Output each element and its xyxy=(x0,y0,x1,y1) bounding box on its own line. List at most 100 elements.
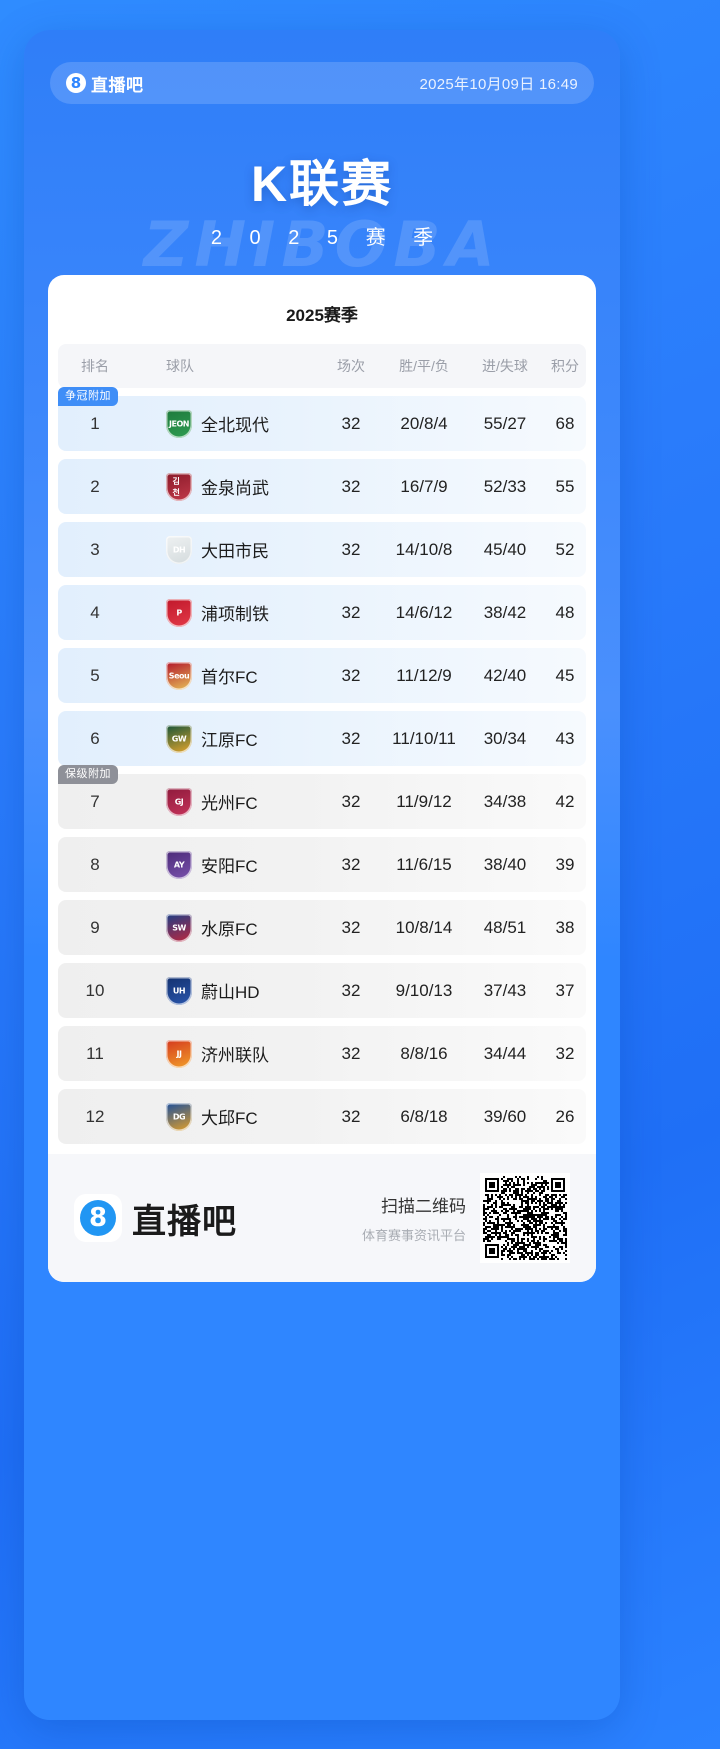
pohang-crest: P xyxy=(166,598,192,627)
badge-champion-playoff: 争冠附加 xyxy=(58,387,118,406)
watermark-text: ZHIBOBA xyxy=(143,208,501,281)
ulsan-crest: UH xyxy=(166,976,192,1005)
cell-goals: 38/42 xyxy=(483,602,527,622)
table-row[interactable]: 9 SW 水原FC 32 10/8/14 48/51 38 xyxy=(58,900,586,955)
footer-logo-mark: 8 xyxy=(80,1200,116,1236)
cell-rank: 3 xyxy=(90,539,100,559)
cell-rank: 11 xyxy=(86,1043,104,1063)
cell-rank: 12 xyxy=(85,1106,105,1126)
qr-caption: 扫描二维码 体育赛事资讯平台 xyxy=(362,1192,466,1244)
cell-points: 37 xyxy=(555,980,575,1000)
col-header-matches: 场次 xyxy=(337,358,365,374)
footer-qr-block: 扫描二维码 体育赛事资讯平台 xyxy=(362,1173,570,1263)
team-name: 全北现代 xyxy=(201,416,269,435)
cell-rank: 10 xyxy=(85,980,105,1000)
poster-card: 8 直播吧 2025年10月09日 16:49 ZHIBOBA K联赛 2 0 … xyxy=(24,30,620,1720)
cell-wdl: 8/8/16 xyxy=(400,1043,448,1063)
cell-goals: 48/51 xyxy=(483,917,527,937)
col-header-team: 球队 xyxy=(166,358,194,374)
table-row[interactable]: 保级附加 7 GJ 光州FC 32 11/9/12 34/38 42 xyxy=(58,765,586,829)
cell-rank: 4 xyxy=(90,602,100,622)
cell-rank: 5 xyxy=(90,665,100,685)
table-row[interactable]: 争冠附加 1 JEON 全北现代 32 20/8/4 55/27 68 xyxy=(58,387,586,451)
cell-wdl: 10/8/14 xyxy=(395,917,453,937)
cell-matches: 32 xyxy=(341,1043,361,1063)
cell-wdl: 11/9/12 xyxy=(396,791,452,811)
cell-wdl: 14/10/8 xyxy=(395,539,453,559)
team-name: 首尔FC xyxy=(201,668,258,687)
gangwon-crest: GW xyxy=(166,724,192,753)
cell-points: 43 xyxy=(555,728,575,748)
cell-wdl: 6/8/18 xyxy=(400,1106,448,1126)
team-name: 蔚山HD xyxy=(201,983,260,1002)
cell-points: 42 xyxy=(555,791,575,811)
cell-team: P 浦项制铁 xyxy=(132,598,320,627)
team-name: 大田市民 xyxy=(201,542,269,561)
team-name: 大邱FC xyxy=(201,1109,258,1128)
col-header-goals: 进/失球 xyxy=(482,358,528,374)
top-bar: 8 直播吧 2025年10月09日 16:49 xyxy=(50,62,594,104)
cell-matches: 32 xyxy=(341,917,361,937)
poster-footer: 8 直播吧 扫描二维码 体育赛事资讯平台 xyxy=(48,1154,596,1282)
cell-points: 68 xyxy=(555,413,575,433)
table-row[interactable]: 6 GW 江原FC 32 11/10/11 30/34 43 xyxy=(58,711,586,766)
cell-points: 39 xyxy=(555,854,575,874)
cell-matches: 32 xyxy=(341,1106,361,1126)
cell-team: AY 安阳FC xyxy=(132,850,320,879)
cell-matches: 32 xyxy=(341,791,361,811)
cell-rank: 6 xyxy=(90,728,100,748)
team-name: 济州联队 xyxy=(201,1046,269,1065)
page-title: K联赛 xyxy=(250,156,394,212)
cell-goals: 37/43 xyxy=(483,980,527,1000)
table-body: 争冠附加 1 JEON 全北现代 32 20/8/4 55/27 68 2 김천 金泉尚武 32 16/… xyxy=(58,387,586,1144)
footer-brand-label: 直播吧 xyxy=(132,1202,237,1241)
panel-title: 2025赛季 xyxy=(286,306,358,325)
cell-wdl: 11/12/9 xyxy=(396,665,452,685)
cell-matches: 32 xyxy=(341,602,361,622)
table-row[interactable]: 8 AY 安阳FC 32 11/6/15 38/40 39 xyxy=(58,837,586,892)
table-row[interactable]: 11 JJ 济州联队 32 8/8/16 34/44 32 xyxy=(58,1026,586,1081)
table-row[interactable]: 10 UH 蔚山HD 32 9/10/13 37/43 37 xyxy=(58,963,586,1018)
cell-team: DH 大田市民 xyxy=(132,535,320,564)
cell-points: 32 xyxy=(555,1043,575,1063)
cell-goals: 42/40 xyxy=(483,665,527,685)
cell-team: GJ 光州FC xyxy=(132,787,320,816)
jeonbuk-crest: JEON xyxy=(166,409,192,438)
badge-relegation-playoff: 保级附加 xyxy=(58,765,118,784)
team-name: 安阳FC xyxy=(201,857,258,876)
table-row[interactable]: 2 김천 金泉尚武 32 16/7/9 52/33 55 xyxy=(58,459,586,514)
header-datetime: 2025年10月09日 16:49 xyxy=(419,75,578,93)
cell-rank: 7 xyxy=(90,791,100,811)
header-brand[interactable]: 8 直播吧 xyxy=(66,71,144,96)
cell-matches: 32 xyxy=(341,854,361,874)
team-name: 光州FC xyxy=(201,794,258,813)
table-row[interactable]: 5 Seou 首尔FC 32 11/12/9 42/40 45 xyxy=(58,648,586,703)
footer-brand[interactable]: 8 直播吧 xyxy=(74,1194,237,1243)
cell-team: JEON 全北现代 xyxy=(132,409,320,438)
gimcheon-crest: 김천 xyxy=(166,472,192,501)
qr-code-icon[interactable] xyxy=(480,1173,570,1263)
cell-points: 45 xyxy=(555,665,575,685)
cell-goals: 45/40 xyxy=(483,539,527,559)
cell-matches: 32 xyxy=(341,728,361,748)
cell-points: 48 xyxy=(555,602,575,622)
cell-rank: 8 xyxy=(90,854,100,874)
hero-section: ZHIBOBA K联赛 2 0 2 5 赛 季 xyxy=(24,116,620,296)
cell-matches: 32 xyxy=(341,413,361,433)
daegu-crest: DG xyxy=(166,1102,192,1131)
zhibo8-logo-icon: 8 xyxy=(66,73,86,93)
cell-points: 26 xyxy=(555,1106,575,1126)
standings-table: 排名 球队 场次 胜/平/负 进/失球 积分 争冠附加 1 JEON 全北现代 32 20… xyxy=(48,344,596,1144)
cell-rank: 1 xyxy=(90,413,100,433)
table-row[interactable]: 4 P 浦项制铁 32 14/6/12 38/42 48 xyxy=(58,585,586,640)
col-header-points: 积分 xyxy=(551,358,579,374)
table-row[interactable]: 3 DH 大田市民 32 14/10/8 45/40 52 xyxy=(58,522,586,577)
cell-matches: 32 xyxy=(341,980,361,1000)
zhibo8-footer-logo-icon: 8 xyxy=(74,1194,122,1242)
team-name: 金泉尚武 xyxy=(201,479,269,498)
cell-matches: 32 xyxy=(341,539,361,559)
table-row[interactable]: 12 DG 大邱FC 32 6/8/18 39/60 26 xyxy=(58,1089,586,1144)
anyang-crest: AY xyxy=(166,850,192,879)
cell-goals: 38/40 xyxy=(483,854,527,874)
gwangju-crest: GJ xyxy=(166,787,192,816)
